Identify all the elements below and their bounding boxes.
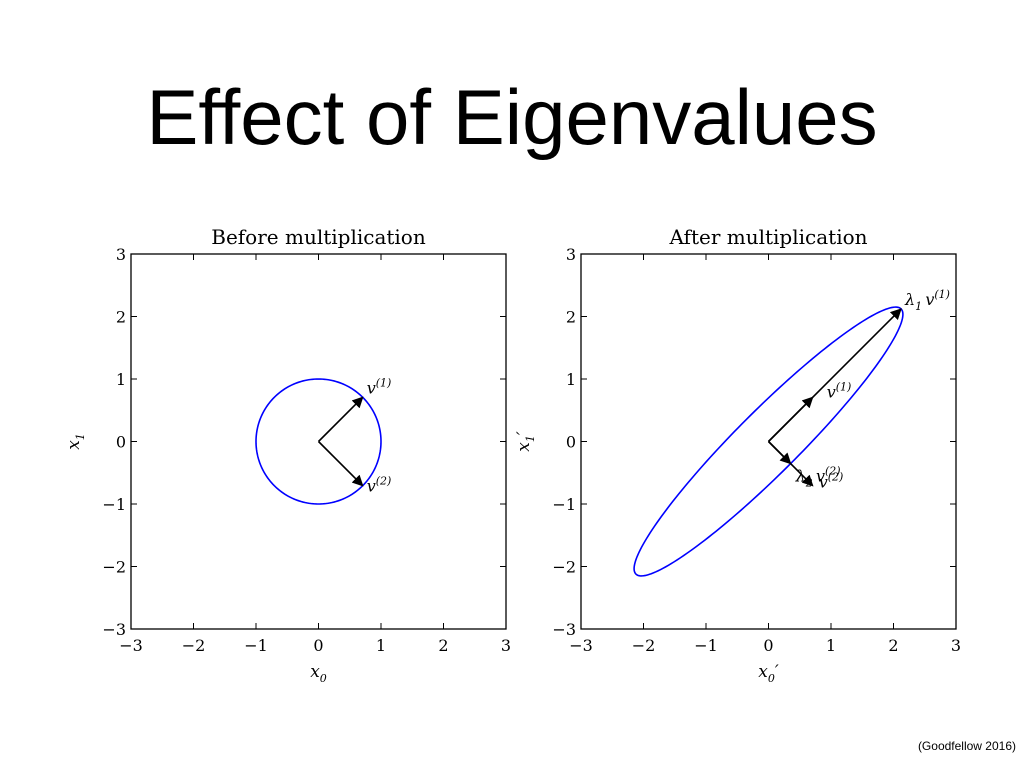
vector-arrow bbox=[317, 396, 364, 443]
x-tick-label: 3 bbox=[951, 636, 961, 655]
y-tick-label: −3 bbox=[102, 620, 126, 639]
ellipse-curve bbox=[633, 306, 904, 577]
x-tick-label: 0 bbox=[763, 636, 773, 655]
chart-title: After multiplication bbox=[668, 225, 867, 249]
y-tick-label: 0 bbox=[566, 433, 576, 452]
y-tick-label: 2 bbox=[116, 308, 126, 327]
x-axis-label: x0 bbox=[310, 662, 327, 685]
y-axis-label: x1′ bbox=[514, 431, 537, 452]
after-panel: After multiplication −3 −2 −1 0 1 2 3 −3 −2 −1 0 1 2 3… bbox=[514, 225, 961, 685]
y-axis-label: x1 bbox=[64, 433, 87, 450]
before-panel: Before multiplication −3 −2 −1 0 1 2 3 −3 −2 −1 0 1 2… bbox=[64, 225, 511, 685]
citation: (Goodfellow 2016) bbox=[917, 739, 1016, 753]
vector-label: v(1) bbox=[827, 380, 852, 401]
y-tick-label: 3 bbox=[116, 245, 126, 264]
y-tick-label: −1 bbox=[102, 495, 126, 514]
y-tick-label: 2 bbox=[566, 308, 576, 327]
vector-label: v(2) bbox=[367, 475, 392, 496]
y-tick-label: −2 bbox=[552, 558, 576, 577]
x-tick-label: 1 bbox=[376, 636, 386, 655]
vector-label: λ1 v(1) bbox=[904, 288, 950, 313]
x-tick-label: −2 bbox=[632, 636, 656, 655]
ellipse-curve bbox=[255, 378, 382, 505]
y-tick-label: −2 bbox=[102, 558, 126, 577]
y-tick-label: 0 bbox=[116, 433, 126, 452]
vector-arrow bbox=[317, 440, 364, 487]
x-axis-label: x0′ bbox=[758, 662, 779, 685]
y-tick-label: 1 bbox=[566, 370, 576, 389]
x-tick-label: 3 bbox=[501, 636, 511, 655]
x-tick-label: 2 bbox=[888, 636, 898, 655]
x-tick-label: −1 bbox=[694, 636, 718, 655]
y-tick-label: −1 bbox=[552, 495, 576, 514]
vector-label: v(2) bbox=[819, 471, 844, 492]
x-tick-label: −3 bbox=[569, 636, 593, 655]
chart-title: Before multiplication bbox=[211, 225, 426, 249]
x-tick-label: −3 bbox=[119, 636, 143, 655]
y-tick-label: 3 bbox=[566, 245, 576, 264]
x-tick-label: 0 bbox=[313, 636, 323, 655]
vector-arrow bbox=[767, 440, 814, 487]
y-tick-label: −3 bbox=[552, 620, 576, 639]
slide-title: Effect of Eigenvalues bbox=[146, 73, 878, 161]
y-tick-label: 1 bbox=[116, 370, 126, 389]
x-tick-label: 2 bbox=[438, 636, 448, 655]
vector-arrow bbox=[767, 396, 814, 443]
x-tick-label: −1 bbox=[244, 636, 268, 655]
x-tick-label: 1 bbox=[826, 636, 836, 655]
vector-label: v(1) bbox=[367, 376, 392, 397]
x-tick-label: −2 bbox=[182, 636, 206, 655]
